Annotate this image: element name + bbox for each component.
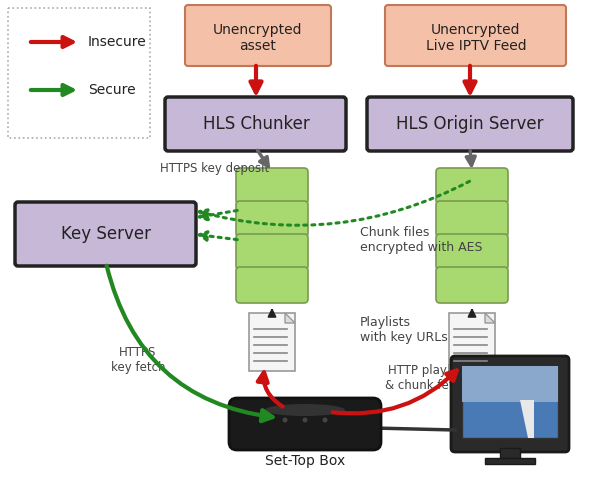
FancyBboxPatch shape [236,201,308,237]
FancyBboxPatch shape [236,234,308,270]
Text: Secure: Secure [88,83,136,97]
Bar [462,366,558,438]
Text: Set-Top Box: Set-Top Box [265,454,345,468]
Bar [462,366,558,402]
Polygon shape [485,313,495,323]
FancyBboxPatch shape [436,201,508,237]
Circle shape [283,417,287,422]
FancyBboxPatch shape [236,168,308,204]
FancyBboxPatch shape [436,168,508,204]
Circle shape [302,417,308,422]
Polygon shape [285,313,295,323]
Text: Playlists
with key URLs: Playlists with key URLs [360,316,448,344]
Text: Chunk files
encrypted with AES: Chunk files encrypted with AES [360,226,482,254]
FancyBboxPatch shape [236,267,308,303]
Polygon shape [520,400,534,438]
FancyBboxPatch shape [229,398,381,450]
FancyBboxPatch shape [436,267,508,303]
Text: Unencrypted
Live IPTV Feed: Unencrypted Live IPTV Feed [425,23,526,53]
Text: HLS Origin Server: HLS Origin Server [396,115,544,133]
Bar [485,458,535,464]
Circle shape [323,417,328,422]
FancyBboxPatch shape [185,5,331,66]
FancyBboxPatch shape [165,97,346,151]
FancyBboxPatch shape [436,234,508,270]
FancyBboxPatch shape [367,97,573,151]
Text: HTTPS
key fetch: HTTPS key fetch [111,346,165,374]
Bar [449,313,495,371]
Bar [249,313,295,371]
Text: HTTP playlist
& chunk fetch: HTTP playlist & chunk fetch [385,364,467,392]
Text: Key Server: Key Server [61,225,151,243]
Text: Insecure: Insecure [88,35,147,49]
Bar [500,448,520,458]
Text: Unencrypted
asset: Unencrypted asset [213,23,303,53]
Ellipse shape [265,404,345,416]
FancyBboxPatch shape [8,8,150,138]
FancyBboxPatch shape [451,356,569,452]
FancyBboxPatch shape [385,5,566,66]
Text: HLS Chunker: HLS Chunker [203,115,310,133]
Text: HTTPS key deposit: HTTPS key deposit [160,162,269,175]
FancyBboxPatch shape [15,202,196,266]
